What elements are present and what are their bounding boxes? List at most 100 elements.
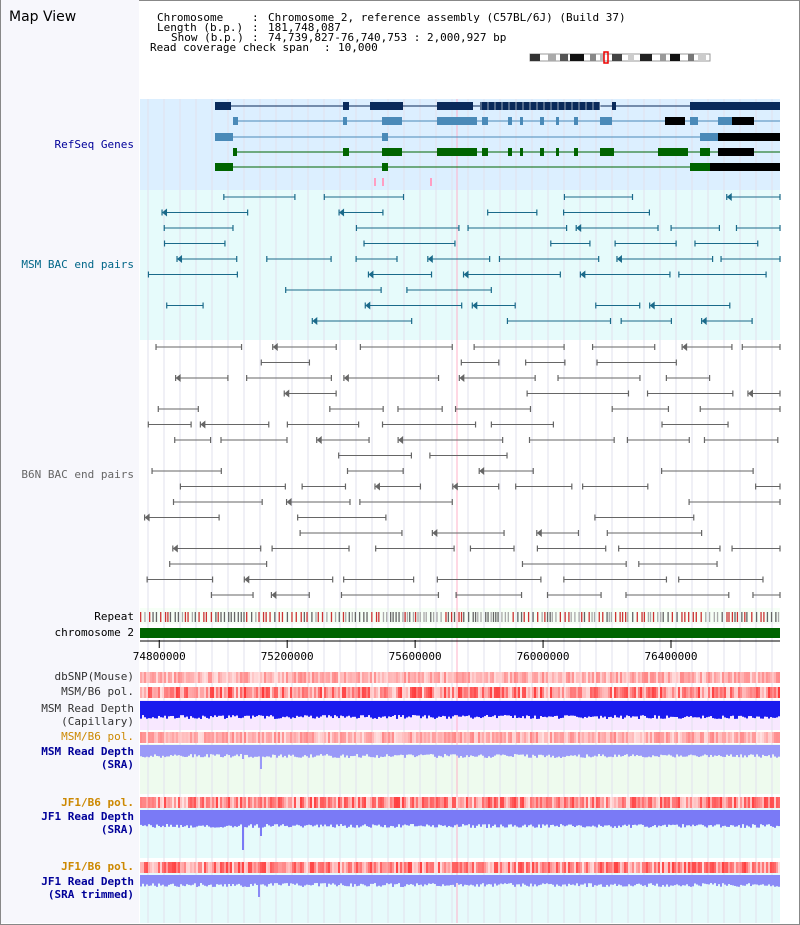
depth-bar [408, 875, 410, 885]
heat-cell [618, 732, 620, 743]
heat-cell [704, 862, 706, 873]
label-repeat[interactable]: Repeat [94, 610, 134, 623]
depth-bar [606, 701, 608, 719]
heat-cell [536, 862, 538, 873]
heat-cell [750, 687, 752, 698]
label-refseq-genes[interactable]: RefSeq Genes [54, 138, 134, 151]
heat-cell [280, 732, 282, 743]
heat-cell [408, 732, 410, 743]
heat-cell [686, 732, 688, 743]
label-jf1-b6-pol-2[interactable]: JF1/B6 pol. [61, 860, 134, 873]
repeat-element [440, 612, 442, 622]
label-chromosome[interactable]: chromosome 2 [54, 626, 134, 639]
heat-cell [384, 672, 386, 683]
repeat-track[interactable] [140, 612, 780, 622]
depth-bar [364, 745, 366, 756]
label-msm-depth-cap-1[interactable]: MSM Read Depth [41, 702, 134, 715]
heat-cell [594, 797, 596, 808]
depth-bar [410, 745, 412, 755]
heat-cell [626, 732, 628, 743]
heat-cell [738, 732, 740, 743]
chromosome-bar[interactable] [140, 628, 780, 638]
depth-bar [442, 701, 444, 716]
heat-cell [514, 687, 516, 698]
heat-cell [150, 862, 152, 873]
depth-bar [476, 701, 478, 717]
heatmap-tracks[interactable] [140, 672, 780, 873]
heat-cell [352, 732, 354, 743]
label-msm-bac[interactable]: MSM BAC end pairs [21, 258, 134, 271]
heat-cell [526, 672, 528, 683]
heat-cell [522, 797, 524, 808]
label-b6n-bac[interactable]: B6N BAC end pairs [21, 468, 134, 481]
depth-bar [408, 701, 410, 717]
heat-cell [298, 732, 300, 743]
depth-bar [252, 745, 254, 758]
repeat-element [649, 612, 652, 622]
heat-cell [690, 672, 692, 683]
heat-cell [252, 687, 254, 698]
heat-cell [722, 797, 724, 808]
label-jf1-depth-sra-1[interactable]: JF1 Read Depth [41, 810, 134, 823]
depth-bar [514, 875, 516, 887]
heat-cell [548, 862, 550, 873]
heat-cell [700, 732, 702, 743]
label-msm-depth-sra-1[interactable]: MSM Read Depth [41, 745, 134, 758]
depth-bar [222, 875, 224, 887]
depth-bar [370, 810, 372, 828]
heat-cell [774, 862, 776, 873]
heat-cell [210, 672, 212, 683]
heat-cell [532, 732, 534, 743]
heat-cell [232, 732, 234, 743]
repeat-element [497, 612, 499, 622]
depth-bar [192, 701, 194, 718]
depth-bar [422, 810, 424, 827]
heat-cell [458, 732, 460, 743]
msm-bac-track[interactable] [147, 193, 781, 325]
depth-bar [312, 745, 314, 758]
depth-bar [774, 701, 776, 718]
label-jf1-depth-trim-1[interactable]: JF1 Read Depth [41, 875, 134, 888]
heat-cell [530, 862, 532, 873]
heat-cell [704, 687, 706, 698]
read-depth-tracks[interactable] [140, 701, 780, 897]
label-jf1-b6-pol[interactable]: JF1/B6 pol. [61, 796, 134, 809]
repeat-element [358, 612, 361, 622]
heat-cell [294, 672, 296, 683]
depth-bar [776, 701, 778, 718]
depth-bar [746, 875, 748, 885]
depth-bar [144, 701, 146, 718]
info-length-key: Length (b.p.) [157, 21, 244, 34]
depth-bar [740, 875, 742, 885]
heat-cell [346, 687, 348, 698]
heat-cell [334, 732, 336, 743]
depth-bar [246, 701, 248, 716]
heat-cell [544, 862, 546, 873]
heat-cell [362, 732, 364, 743]
heat-cell [146, 687, 148, 698]
refseq-gene-track[interactable] [215, 102, 780, 186]
heat-cell [312, 672, 314, 683]
depth-bar [508, 810, 510, 825]
depth-bar [486, 810, 488, 828]
heat-cell [734, 687, 736, 698]
label-msm-b6-pol-2[interactable]: MSM/B6 pol. [61, 730, 134, 743]
depth-bar [210, 701, 212, 717]
heat-cell [550, 732, 552, 743]
heat-cell [412, 732, 414, 743]
depth-bar [492, 875, 494, 887]
heat-cell [242, 687, 244, 698]
depth-bar [246, 875, 248, 887]
depth-bar [452, 875, 454, 885]
repeat-element [574, 612, 576, 622]
depth-bar [428, 701, 430, 716]
b6n-bac-track[interactable] [144, 343, 781, 599]
chromosome-ideogram[interactable] [529, 51, 711, 64]
label-dbsnp[interactable]: dbSNP(Mouse) [54, 670, 134, 683]
heat-cell [624, 672, 626, 683]
depth-bar [372, 745, 374, 758]
label-msm-b6-pol[interactable]: MSM/B6 pol. [61, 685, 134, 698]
depth-bar [386, 745, 388, 755]
heat-cell [650, 862, 652, 873]
